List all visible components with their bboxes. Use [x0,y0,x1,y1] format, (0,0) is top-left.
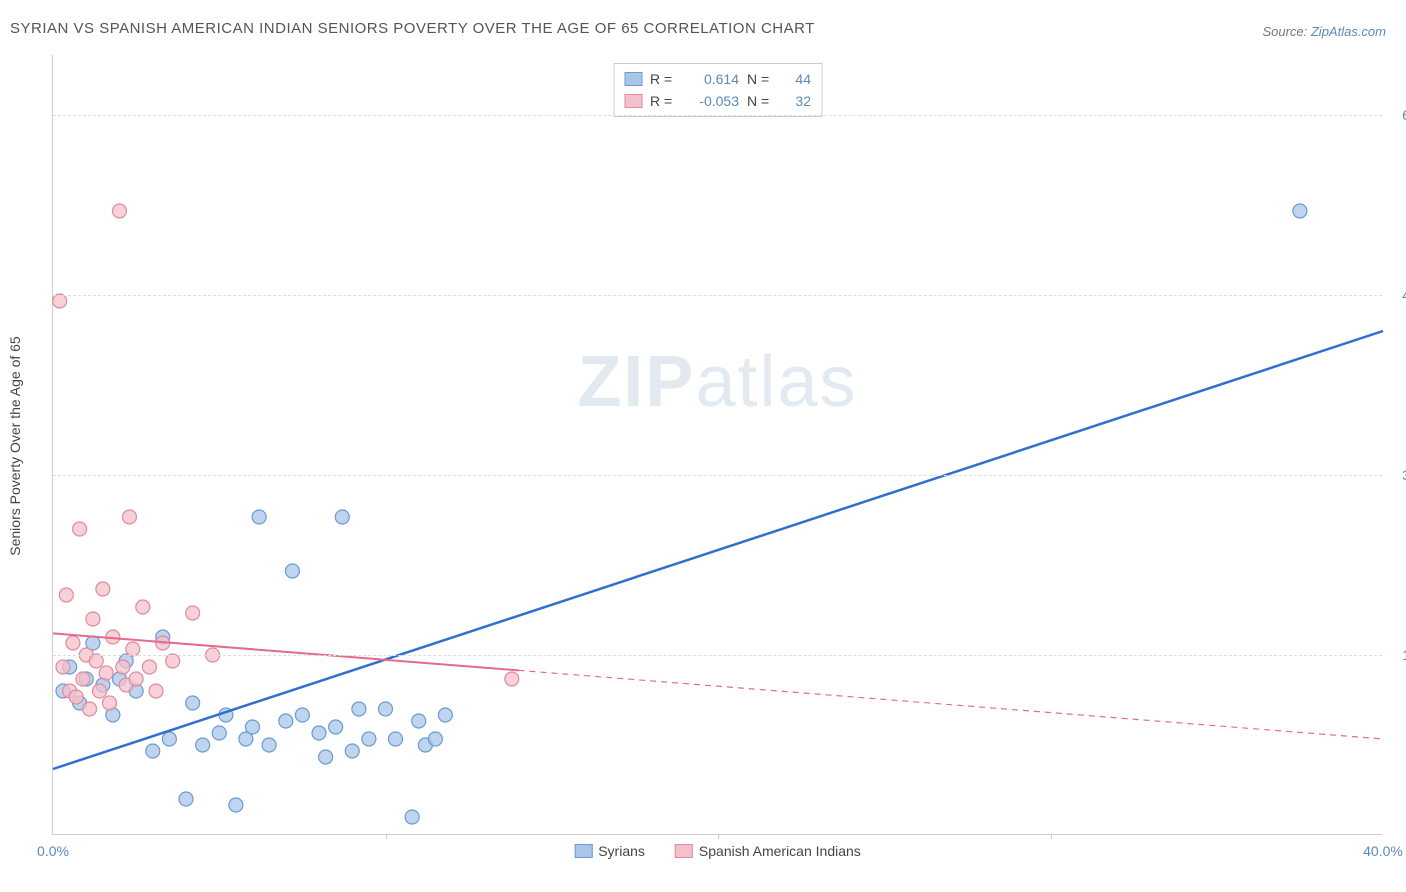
y-tick-label: 60.0% [1402,107,1406,123]
legend-swatch [574,844,592,858]
data-point [352,702,366,716]
data-point [166,654,180,668]
data-point [129,672,143,686]
data-point [212,726,226,740]
data-point [186,696,200,710]
data-point [99,666,113,680]
data-point [505,672,519,686]
source-prefix: Source: [1262,24,1310,39]
data-point [53,294,67,308]
legend-swatch [675,844,693,858]
data-point [279,714,293,728]
legend-series-item: Spanish American Indians [675,843,861,859]
y-tick-label: 15.0% [1402,647,1406,663]
data-point [83,702,97,716]
plot-area: ZIPatlas R =0.614N =44R =-0.053N =32 Syr… [52,55,1382,835]
data-point [379,702,393,716]
data-point [438,708,452,722]
x-tick-label: 0.0% [37,843,69,859]
legend-correlation-row: R = -0.053 N = 32 [624,90,811,112]
data-point [229,798,243,812]
data-point [76,672,90,686]
n-value: 44 [781,71,811,87]
data-point [179,792,193,806]
data-point [405,810,419,824]
data-point [146,744,160,758]
legend-series-label: Syrians [598,843,645,859]
trend-line-extrapolated [519,670,1384,739]
n-label: N = [747,71,773,87]
n-value: 32 [781,93,811,109]
data-point [96,582,110,596]
r-value: 0.614 [684,71,739,87]
data-point [162,732,176,746]
legend-swatch [624,94,642,108]
legend-swatch [624,72,642,86]
x-tick-mark [1051,834,1052,839]
series-legend: Syrians Spanish American Indians [574,843,861,859]
data-point [73,522,87,536]
data-point [86,612,100,626]
legend-series-item: Syrians [574,843,645,859]
data-point [388,732,402,746]
data-point [186,606,200,620]
correlation-legend: R = 0.614 N = 44 R = -0.053 N = 32 [613,63,822,117]
gridline [53,115,1382,116]
r-label: R = [650,93,676,109]
data-point [319,750,333,764]
data-point [196,738,210,752]
data-point [149,684,163,698]
y-tick-label: 30.0% [1402,467,1406,483]
y-axis-label: Seniors Poverty Over the Age of 65 [7,336,23,555]
data-point [103,696,117,710]
data-point [262,738,276,752]
data-point [116,660,130,674]
data-point [69,690,83,704]
data-point [295,708,309,722]
data-point [252,510,266,524]
trend-line [53,331,1383,769]
data-point [428,732,442,746]
gridline [53,475,1382,476]
legend-series-label: Spanish American Indians [699,843,861,859]
data-point [246,720,260,734]
data-point [362,732,376,746]
data-point [312,726,326,740]
data-point [66,636,80,650]
data-point [59,588,73,602]
r-label: R = [650,71,676,87]
data-point [329,720,343,734]
data-point [335,510,349,524]
data-point [93,684,107,698]
legend-correlation-row: R = 0.614 N = 44 [624,68,811,90]
source-link[interactable]: ZipAtlas.com [1311,24,1386,39]
data-point [126,642,140,656]
data-point [412,714,426,728]
x-tick-label: 40.0% [1363,843,1403,859]
data-point [56,660,70,674]
chart-container: SYRIAN VS SPANISH AMERICAN INDIAN SENIOR… [0,0,1406,892]
data-point [142,660,156,674]
n-label: N = [747,93,773,109]
r-value: -0.053 [684,93,739,109]
scatter-plot-svg [53,55,1382,834]
y-tick-label: 45.0% [1402,287,1406,303]
data-point [89,654,103,668]
gridline [53,295,1382,296]
data-point [285,564,299,578]
data-point [345,744,359,758]
data-point [113,204,127,218]
source-attribution: Source: ZipAtlas.com [1262,24,1386,39]
chart-title: SYRIAN VS SPANISH AMERICAN INDIAN SENIOR… [10,20,815,37]
data-point [1293,204,1307,218]
gridline [53,655,1382,656]
data-point [136,600,150,614]
data-point [122,510,136,524]
x-tick-mark [718,834,719,839]
x-tick-mark [386,834,387,839]
